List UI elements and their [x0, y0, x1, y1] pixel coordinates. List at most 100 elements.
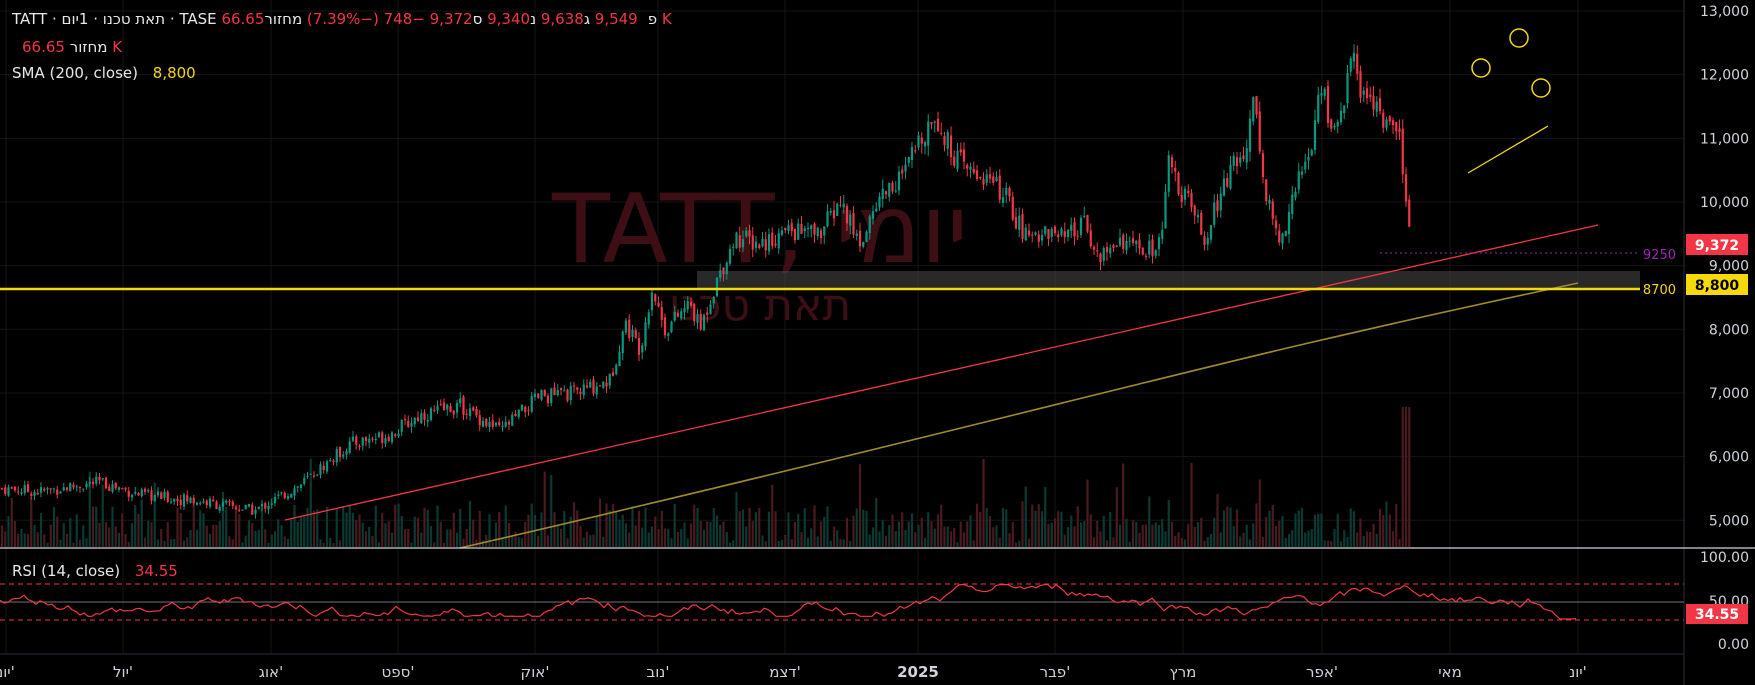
sma-legend[interactable]: SMA (200, close) 8,800 — [12, 64, 196, 82]
volume-bar — [1096, 520, 1099, 547]
volume-bar — [345, 512, 348, 547]
candle-body — [940, 132, 943, 134]
volume-bar — [465, 528, 468, 547]
candle-body — [270, 503, 273, 505]
volume-bar — [1294, 513, 1297, 547]
volume-bar — [111, 506, 114, 547]
volume-bar — [1112, 537, 1115, 547]
candle-body — [332, 460, 335, 462]
volume-bar — [446, 529, 449, 547]
volume-bar — [771, 484, 774, 547]
candle-body — [163, 491, 166, 498]
candle-body — [1362, 90, 1365, 95]
candle-body — [764, 239, 767, 251]
candle-body — [800, 223, 803, 234]
candle-body — [1073, 222, 1076, 237]
volume-bar — [576, 510, 579, 547]
volume-bar — [507, 522, 511, 547]
volume-bar — [1014, 542, 1018, 547]
volume-bar — [455, 532, 459, 547]
volume-bar — [543, 471, 546, 547]
candle-body — [836, 203, 839, 217]
candle-body — [621, 331, 624, 354]
symbol-legend[interactable]: TATT · תאת טכנו · 1יום · TASE פ9,549 ג9,… — [12, 10, 672, 28]
candle-body — [1274, 220, 1278, 229]
volume-bar — [1070, 515, 1073, 547]
low-label: נ — [530, 10, 537, 28]
volume-bar — [1164, 531, 1167, 547]
volume-bar — [611, 504, 615, 547]
candle-body — [358, 445, 361, 447]
peak-marker-right[interactable] — [1531, 78, 1551, 98]
candle-body — [1115, 245, 1118, 247]
candle-body — [615, 364, 618, 375]
volume-bar — [1330, 541, 1333, 547]
volume-legend[interactable]: מחזור 66.65 K — [12, 38, 122, 56]
volume-bar — [953, 527, 956, 547]
short-trendline[interactable] — [1467, 125, 1549, 174]
candle-body — [936, 118, 940, 132]
volume-bar — [221, 491, 225, 547]
candle-body — [637, 338, 641, 355]
rising-trendline[interactable] — [284, 224, 1599, 521]
price-axis[interactable]: 13,000 12,000 11,000 10,000 9,000 8,000 7,000 6… — [1700, 4, 1749, 529]
candle-body — [1167, 155, 1170, 192]
volume-bar — [956, 542, 959, 547]
volume-bar — [228, 536, 231, 547]
candle-body — [446, 404, 449, 410]
candle-body — [504, 421, 507, 427]
volume-bar — [1050, 522, 1053, 547]
level-9250-label: 9250 — [1643, 248, 1676, 263]
time-tick: אוק' — [521, 663, 550, 681]
volume-bar — [1105, 540, 1109, 547]
volume-bar — [179, 512, 182, 547]
candle-body — [4, 487, 7, 495]
candle-body — [179, 499, 182, 506]
candle-body — [127, 490, 130, 497]
volume-bar — [199, 510, 202, 547]
candle-body — [852, 212, 855, 235]
candle-body — [1060, 228, 1063, 236]
candle-body — [17, 491, 20, 493]
candle-body — [153, 495, 156, 501]
candle-body — [468, 408, 472, 416]
peak-marker-head[interactable] — [1509, 28, 1529, 48]
candle-body — [1141, 247, 1144, 255]
candle-body — [1281, 233, 1284, 244]
candle-body — [702, 314, 706, 331]
candle-body — [33, 491, 36, 496]
candle-body — [949, 135, 953, 158]
volume-bar — [1388, 514, 1391, 547]
candle-body — [325, 461, 329, 472]
time-tick: אפר' — [1306, 663, 1338, 681]
candle-body — [1352, 52, 1356, 62]
candle-body — [689, 301, 693, 306]
volume-bar — [943, 526, 946, 547]
candle-body — [826, 211, 829, 227]
volume-bar — [1369, 531, 1372, 547]
volume-bar — [1304, 532, 1307, 547]
candle-body — [946, 132, 949, 149]
candle-body — [1213, 202, 1216, 225]
volume-bar — [1229, 507, 1232, 547]
candle-body — [413, 417, 416, 425]
volume-value: 66.65 K — [221, 10, 672, 28]
candle-body — [348, 441, 351, 453]
volume-bar — [1177, 532, 1180, 547]
volume-bar — [608, 510, 611, 547]
candle-body — [65, 487, 69, 491]
time-axis[interactable]: יונ' יול' אוג' ספט' אוק' נוב' דצמ' 2025 פבר' מרץ א… — [0, 663, 1587, 681]
candle-body — [85, 483, 88, 488]
volume-bar — [23, 533, 26, 547]
volume-bar — [433, 542, 436, 547]
candle-body — [985, 174, 988, 183]
volume-bar — [1255, 503, 1258, 547]
candle-body — [465, 413, 468, 415]
candle-body — [998, 175, 1001, 200]
rsi-legend[interactable]: RSI (14, close) 34.55 — [12, 562, 178, 580]
volume-bar — [884, 535, 888, 547]
volume-row-label: מחזור — [69, 38, 108, 56]
candle-body — [1359, 71, 1362, 98]
peak-marker-left[interactable] — [1471, 58, 1491, 78]
